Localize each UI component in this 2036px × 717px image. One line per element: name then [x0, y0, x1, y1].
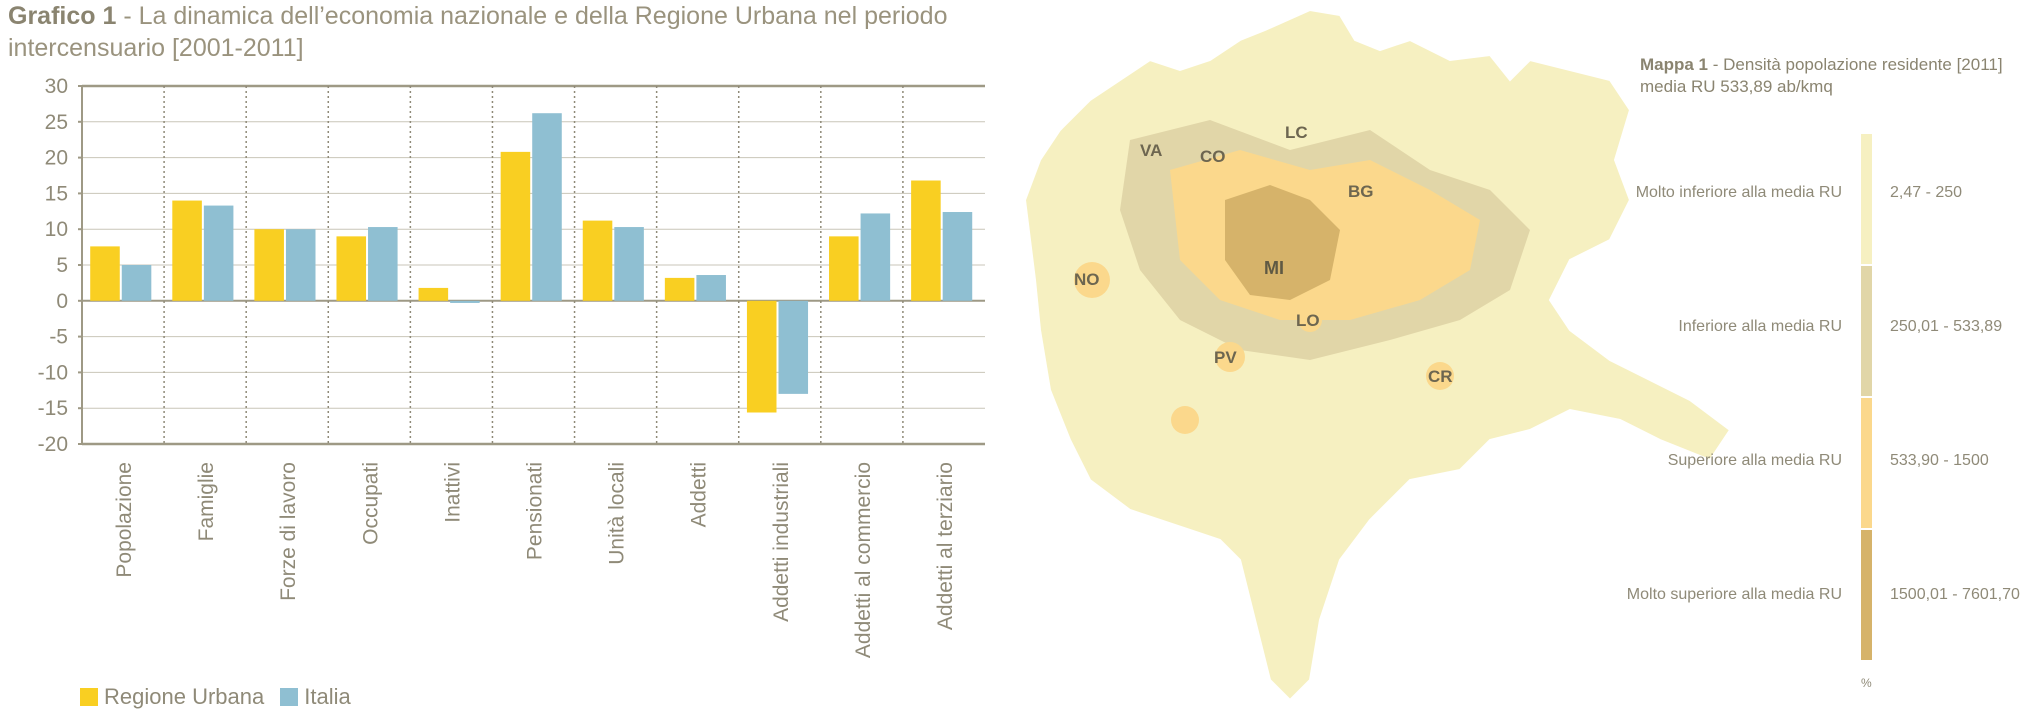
scale-label-superiore: Superiore alla media RU — [1667, 452, 1842, 469]
bar-chart: 30 25 20 15 10 5 0 -5 -10 -15 -20 Popolazione Famigl… — [38, 75, 985, 658]
legend-label-regione-urbana: Regione Urbana — [104, 684, 265, 709]
map-city-label-bg: BG — [1348, 182, 1374, 201]
x-tick-label: Inattivi — [441, 462, 464, 523]
chart-legend: Regione Urbana Italia — [80, 684, 367, 710]
map-subtitle: media RU 533,89 ab/kmq — [1640, 77, 1833, 96]
scale-percent-label: % — [1861, 676, 1872, 690]
x-tick-label: Unità locali — [606, 462, 629, 565]
bar — [203, 205, 234, 301]
x-tick-label: Occupati — [359, 462, 382, 545]
scale-range-molto-superiore: 1500,01 - 7601,70 — [1890, 586, 2020, 603]
bar — [90, 246, 120, 301]
x-tick-label: Addetti al terziario — [934, 462, 957, 630]
chart-title: Grafico 1 - La dinamica dell’economia na… — [8, 0, 948, 64]
y-tick-label: 0 — [56, 290, 68, 313]
map-city-label-cr: CR — [1428, 367, 1453, 386]
map-hotspot-cr — [1426, 362, 1454, 390]
bar — [368, 227, 398, 301]
scale-label-molto-superiore: Molto superiore alla media RU — [1626, 586, 1842, 603]
scale-range-inferiore: 250,01 - 533,89 — [1890, 318, 2003, 335]
bar — [285, 229, 316, 301]
bar — [450, 300, 480, 303]
bar — [254, 229, 284, 301]
legend-label-italia: Italia — [304, 684, 351, 709]
scale-label-molto-inferiore: Molto inferiore alla media RU — [1635, 184, 1842, 201]
y-tick-label: -5 — [49, 326, 68, 349]
map-city-label-pv: PV — [1214, 348, 1237, 367]
bar — [778, 300, 809, 394]
scale-bar-molto-inferiore — [1861, 134, 1872, 264]
x-tick-label: Addetti industriali — [770, 462, 793, 622]
chart-title-text: - La dinamica dell’economia nazionale e … — [8, 2, 948, 62]
legend-swatch-italia — [280, 688, 299, 706]
chart-title-bold: Grafico 1 — [8, 2, 117, 30]
bar — [418, 287, 449, 301]
map-hotspot-south — [1171, 406, 1199, 434]
legend-item-regione-urbana: Regione Urbana — [80, 684, 264, 710]
map-city-label-co: CO — [1200, 147, 1226, 166]
scale-bar-superiore — [1861, 398, 1872, 528]
y-tick-label: 10 — [45, 218, 68, 241]
scale-range-superiore: 533,90 - 1500 — [1890, 452, 1989, 469]
bar — [696, 275, 726, 301]
map-hotspot-pv — [1215, 342, 1245, 372]
map-city-label-lc: LC — [1285, 123, 1308, 142]
bar — [121, 265, 152, 301]
bar — [614, 227, 644, 301]
map-hotspot-lo — [1298, 308, 1322, 332]
scale-label-inferiore: Inferiore alla media RU — [1678, 318, 1842, 335]
bar — [942, 212, 973, 301]
bar — [860, 213, 891, 301]
y-tick-label: 20 — [45, 147, 68, 170]
map-city-label-no: NO — [1074, 270, 1100, 289]
x-tick-label: Famiglie — [195, 462, 218, 541]
y-tick-label: -20 — [38, 433, 68, 456]
y-tick-label: -10 — [38, 361, 68, 384]
bar — [500, 151, 531, 301]
bar — [746, 300, 777, 413]
map-title-bold: Mappa 1 — [1640, 55, 1709, 74]
legend-item-italia: Italia — [280, 684, 351, 710]
scale-bar-molto-superiore — [1861, 530, 1872, 660]
legend-swatch-regione-urbana — [80, 688, 98, 706]
bar — [582, 220, 613, 301]
x-tick-label: Pensionati — [524, 462, 547, 560]
bar — [532, 113, 562, 301]
y-tick-label: 15 — [45, 182, 68, 205]
map-title: Mappa 1 - Densità popolazione residente … — [1640, 54, 2030, 98]
bar — [829, 236, 859, 301]
bar — [664, 277, 695, 301]
scale-range-molto-inferiore: 2,47 - 250 — [1890, 184, 1963, 201]
x-tick-label: Forze di lavoro — [277, 462, 300, 601]
x-tick-label: Addetti al commercio — [852, 462, 875, 658]
map-city-label-mi: MI — [1264, 258, 1284, 278]
y-tick-label: -15 — [38, 397, 68, 420]
region-map: VA CO LC BG NO MI LO PV CR — [1023, 8, 1732, 702]
scale-bar-inferiore — [1861, 266, 1872, 396]
y-tick-label: 5 — [56, 254, 68, 277]
y-tick-label: 30 — [45, 75, 68, 98]
x-tick-label: Popolazione — [113, 462, 136, 578]
map-city-label-va: VA — [1140, 141, 1162, 160]
map-city-label-lo: LO — [1296, 311, 1320, 330]
map-title-text: - Densità popolazione residente [2011] — [1708, 55, 2003, 74]
y-tick-label: 25 — [45, 111, 68, 134]
map-hotspot-no — [1074, 262, 1110, 298]
bar — [336, 236, 367, 301]
bar — [172, 200, 202, 301]
bar — [911, 180, 941, 301]
map-zone-molto-superiore — [1225, 185, 1340, 300]
x-tick-label: Addetti — [688, 462, 711, 527]
